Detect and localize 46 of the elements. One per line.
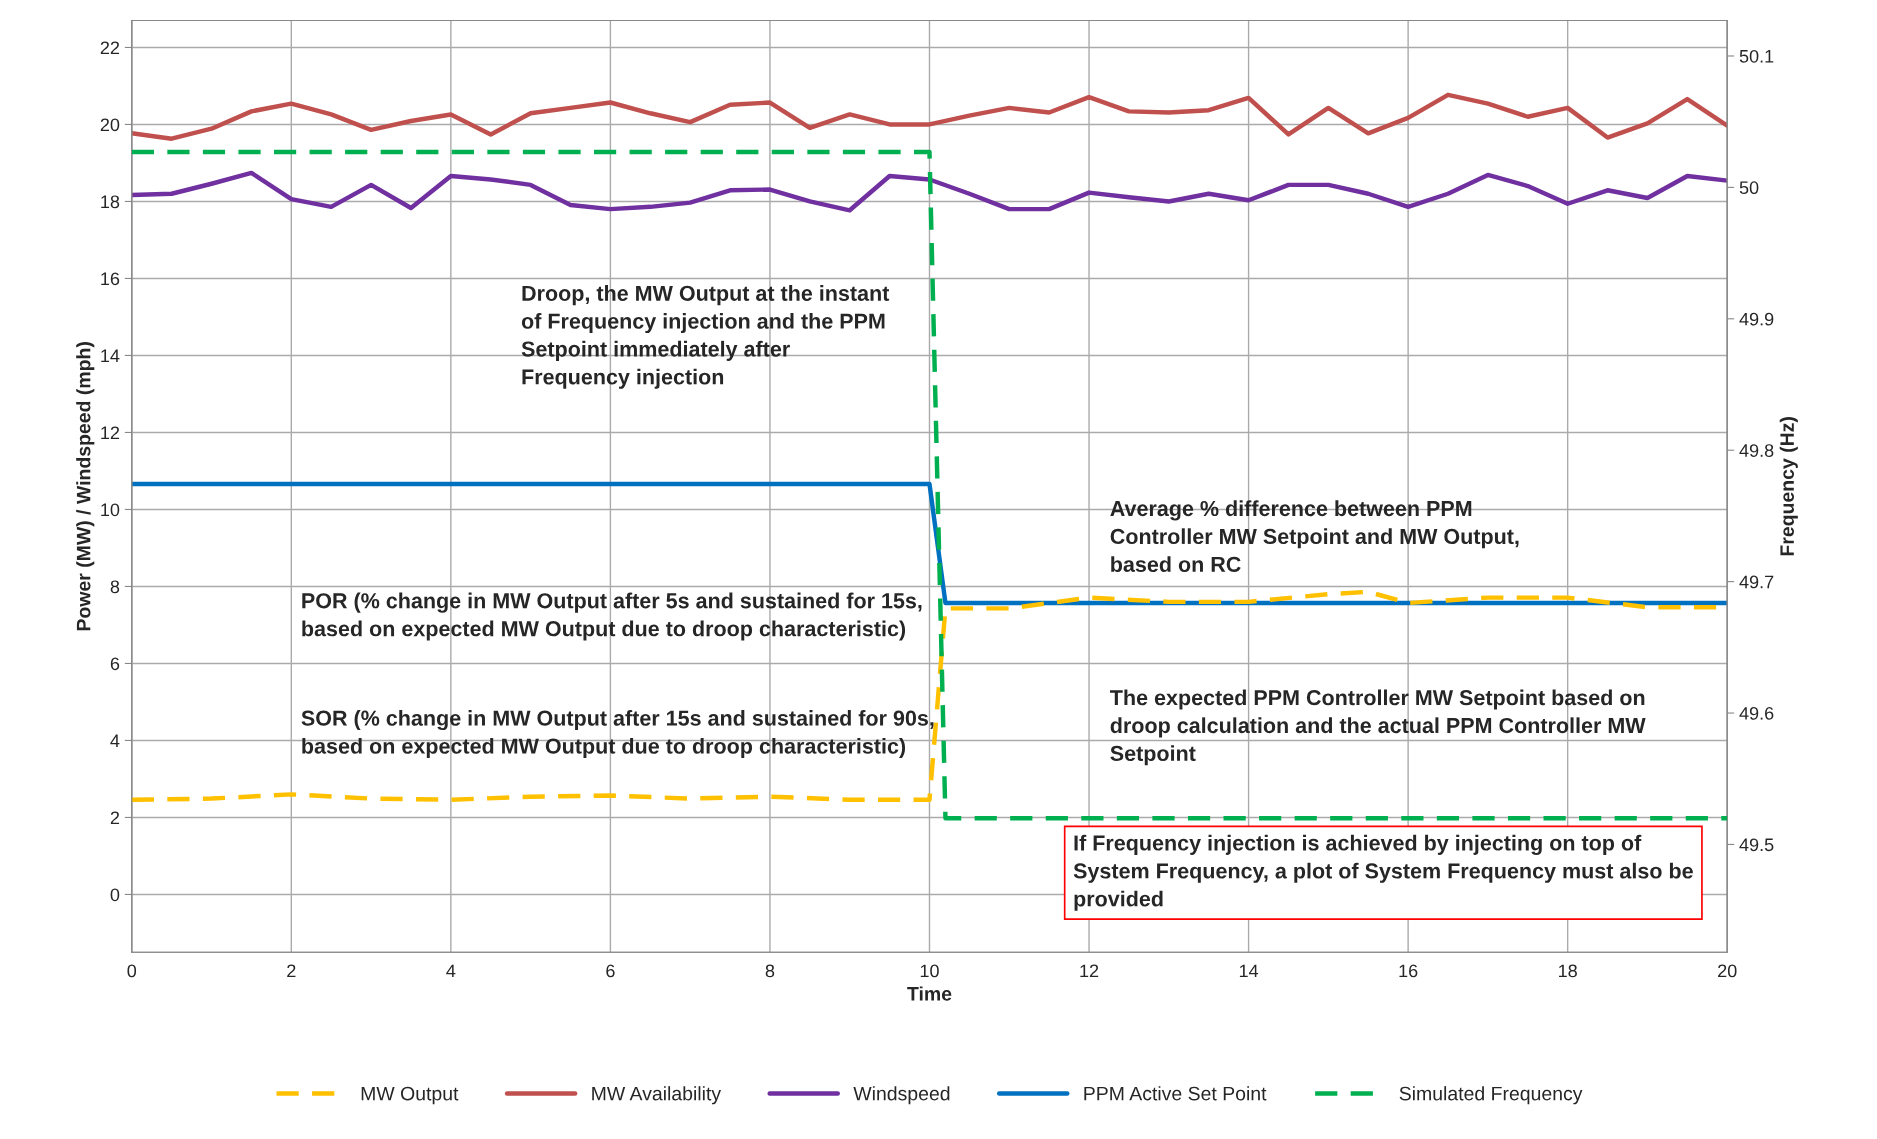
y-tick-label: 18 [101,195,120,209]
legend-label: Windspeed [853,1086,950,1105]
x-tick-label: 10 [920,964,939,978]
legend-label: PPM Active Set Point [1084,1086,1267,1101]
legend-label: MW Availability [592,1086,722,1105]
annotation: Droop, the MW Output at the instant of Frequency injection and the PPM Setpoint immediately after Frequency injection [521,285,890,389]
x-tick-label: 14 [1239,964,1259,978]
y-tick-label: 2 [110,811,120,824]
x-axis-title: Time [907,986,952,1001]
annotation: Average % difference between PPM Controller MW Setpoint and MW Output, based on RC [1110,500,1519,572]
y-tick-label: 8 [110,580,120,594]
x-tick-label: 2 [287,964,296,978]
y-tick-label: 16 [101,272,120,286]
annotation: The expected PPM Controller MW Setpoint based on droop calculation and the actual PPM Controller MW Setpoint [1110,689,1646,766]
y2-tick-label: 49.7 [1739,575,1774,589]
y2-tick-label: 50 [1739,181,1759,195]
y-tick-label: 0 [110,888,120,902]
y2-tick-label: 49.5 [1739,838,1774,852]
y-tick-label: 12 [101,426,120,439]
x-tick-label: 12 [1080,964,1099,978]
y-tick-label: 6 [110,657,120,671]
y-axis-title: Power (MW) / Windspeed (mph) [76,342,95,631]
x-tick-label: 20 [1718,964,1737,978]
y-tick-label: 4 [110,734,120,747]
y2-tick-label: 49.9 [1739,312,1774,326]
y-tick-label: 14 [101,349,120,362]
x-tick-label: 8 [765,964,775,978]
annotation: POR (% change in MW Output after 5s and sustained for 15s, based on expected MW Output due to droop characteristic) [302,592,922,641]
y-tick-label: 10 [101,503,120,517]
y2-axis-title: Frequency (Hz) [1779,417,1798,556]
x-tick-label: 18 [1559,964,1577,978]
x-tick-label: 6 [606,964,615,978]
line-series [131,92,1728,141]
legend-label: Simulated Frequency [1399,1086,1583,1105]
y2-tick-label: 50.1 [1739,49,1774,63]
legend-label: MW Output [361,1086,459,1105]
annotation: If Frequency injection is achieved by injecting on top of System Frequency, a plot of System Frequency must also be provided [1073,834,1693,911]
x-tick-label: 0 [127,964,137,978]
annotation: SOR (% change in MW Output after 15s and sustained for 90s, based on expected MW Output due to droop characteristic) [301,709,934,758]
y-tick-label: 20 [100,118,120,132]
x-tick-label: 4 [446,964,456,978]
x-tick-label: 16 [1399,964,1418,978]
line-series [131,170,1728,213]
y-tick-label: 22 [100,41,120,54]
y2-tick-label: 49.6 [1739,706,1774,720]
y2-tick-label: 49.8 [1739,444,1774,457]
